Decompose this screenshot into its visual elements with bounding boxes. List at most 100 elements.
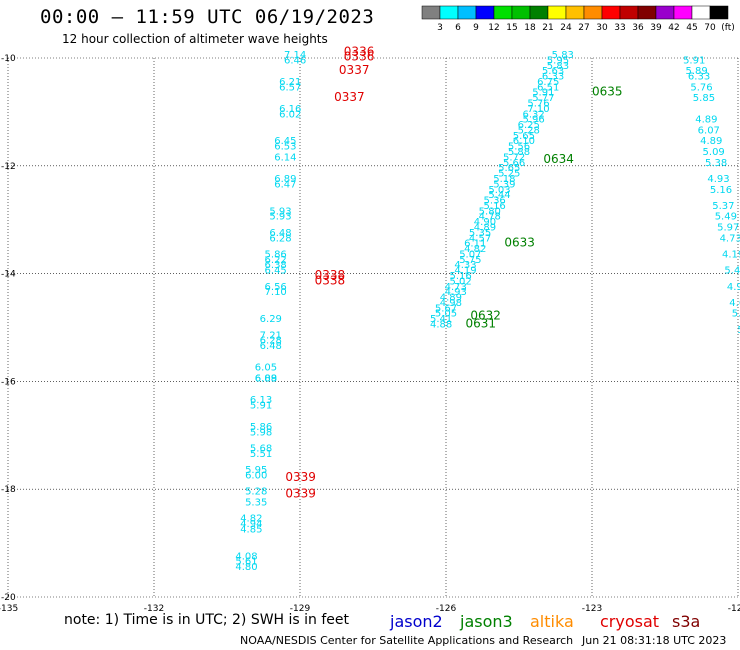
lon-tick-label: -129 bbox=[290, 604, 311, 614]
swh-value: 5.49 bbox=[715, 212, 737, 223]
swh-value: 5.91 bbox=[683, 55, 705, 66]
swh-value: 5.25 bbox=[498, 169, 520, 180]
swh-value: 6.89 bbox=[274, 174, 296, 185]
swh-value: 4.57 bbox=[469, 233, 491, 244]
swh-value: 6.14 bbox=[274, 152, 296, 163]
colorbar-label: 45 bbox=[686, 23, 697, 33]
swh-value: 5.16 bbox=[484, 201, 506, 212]
swh-value: 5.02 bbox=[449, 276, 471, 287]
swh-value: 6.05 bbox=[255, 363, 277, 374]
swh-value: 4.93 bbox=[707, 174, 729, 185]
colorbar-swatch bbox=[565, 5, 585, 20]
colorbar-swatch bbox=[655, 5, 675, 20]
swh-value: 6.33 bbox=[542, 72, 564, 83]
swh-value: 5.54 bbox=[732, 309, 740, 320]
swh-value: 4.33 bbox=[454, 260, 476, 271]
swh-value: 5.35 bbox=[245, 497, 267, 508]
swh-value: 6.45 bbox=[265, 266, 287, 277]
swh-value: 4.78 bbox=[479, 212, 501, 223]
swh-value: 6.10 bbox=[513, 136, 535, 147]
swh-value: 5.77 bbox=[532, 93, 554, 104]
timestamp: Jun 21 08:31:18 UTC 2023 bbox=[582, 634, 727, 647]
swh-value: 6.45 bbox=[274, 136, 296, 147]
swh-value: 4.08 bbox=[235, 551, 257, 562]
swh-value: 5.16 bbox=[449, 271, 471, 282]
swh-value: 4.19 bbox=[454, 266, 476, 277]
swh-value: 5.93 bbox=[269, 212, 291, 223]
colorbar-label: 6 bbox=[455, 23, 461, 33]
credit-text: NOAA/NESDIS Center for Satellite Applica… bbox=[240, 634, 574, 647]
colorbar-swatch bbox=[709, 5, 729, 20]
lat-tick-label: -10 bbox=[1, 54, 16, 64]
swh-value: 6.09 bbox=[255, 373, 277, 384]
legend-jason3: jason3 bbox=[460, 612, 513, 631]
colorbar-swatch bbox=[475, 5, 495, 20]
legend-jason2: jason2 bbox=[390, 612, 443, 631]
swh-value: 5.2 bbox=[737, 325, 740, 336]
colorbar-swatch bbox=[439, 5, 459, 20]
swh-value: 6.32 bbox=[522, 109, 544, 120]
swh-value: 4.85 bbox=[240, 524, 262, 535]
colorbar-swatch bbox=[583, 5, 603, 20]
colorbar-label: 30 bbox=[596, 23, 608, 33]
swh-value: 5.66 bbox=[503, 158, 525, 169]
lon-tick-label: -126 bbox=[436, 604, 457, 614]
colorbar-label: 70 bbox=[704, 23, 716, 33]
time-label: 0339 bbox=[285, 470, 316, 484]
swh-value: 4.98 bbox=[440, 298, 462, 309]
swh-value: 5.76 bbox=[690, 82, 712, 93]
colorbar-swatch bbox=[421, 5, 441, 20]
colorbar-swatch bbox=[619, 5, 639, 20]
swh-value: 5.37 bbox=[712, 201, 734, 212]
swh-value: 6.22 bbox=[265, 255, 287, 266]
swh-value: 6.48 bbox=[269, 228, 291, 239]
swh-value: 5.72 bbox=[503, 152, 525, 163]
swh-value: 5.16 bbox=[710, 185, 732, 196]
swh-value: 5.05 bbox=[435, 309, 457, 320]
swh-value: 5.97 bbox=[717, 222, 739, 233]
swh-value: 6.46 bbox=[284, 55, 306, 66]
time-label: 0633 bbox=[504, 236, 535, 250]
swh-value: 5.47 bbox=[724, 266, 740, 277]
time-label: 0337 bbox=[334, 90, 365, 104]
swh-tracks: 7.146.466.216.576.166.026.456.536.146.89… bbox=[235, 44, 740, 573]
swh-value: 4.89 bbox=[700, 136, 722, 147]
colorbar-swatch bbox=[673, 5, 693, 20]
map-title: 00:00 – 11:59 UTC 06/19/2023 bbox=[40, 6, 375, 28]
swh-value: 5.68 bbox=[250, 443, 272, 454]
swh-value: 5.18 bbox=[493, 174, 515, 185]
swh-value: 5.41 bbox=[430, 314, 452, 325]
swh-value: 4.80 bbox=[235, 562, 257, 573]
swh-value: 4.64 bbox=[729, 298, 740, 309]
swh-value: 4.94 bbox=[240, 519, 262, 530]
colorbar-swatch bbox=[457, 5, 477, 20]
legend-s3a: s3a bbox=[672, 612, 701, 631]
swh-value: 6.75 bbox=[537, 77, 559, 88]
colorbar-label: 12 bbox=[488, 23, 499, 33]
swh-value: 5.39 bbox=[493, 179, 515, 190]
colorbar-swatch bbox=[493, 5, 513, 20]
swh-value: 4.89 bbox=[440, 293, 462, 304]
lat-tick-label: -14 bbox=[1, 270, 16, 280]
swh-value: 7.10 bbox=[527, 104, 549, 115]
swh-value: 4.92 bbox=[727, 282, 740, 293]
swh-value: 5.65 bbox=[513, 131, 535, 142]
colorbar-swatch bbox=[601, 5, 621, 20]
lat-tick-label: -12 bbox=[1, 162, 16, 172]
swh-value: 6.28 bbox=[269, 233, 291, 244]
swh-value: 6.33 bbox=[688, 72, 710, 83]
swh-value: 6.16 bbox=[279, 104, 301, 115]
lon-tick-label: -120 bbox=[728, 604, 740, 614]
time-label: 0339 bbox=[285, 486, 316, 500]
swh-value: 5.83 bbox=[547, 61, 569, 72]
swh-value: 4.19 bbox=[722, 249, 740, 260]
swh-value: 5.95 bbox=[547, 55, 569, 66]
swh-value: 5.28 bbox=[518, 125, 540, 136]
swh-value: 5.03 bbox=[488, 185, 510, 196]
swh-value: 5.63 bbox=[542, 66, 564, 77]
colorbar-label: 15 bbox=[506, 23, 517, 33]
lon-tick-label: -132 bbox=[144, 604, 164, 614]
swh-value: 5.86 bbox=[250, 422, 272, 433]
colorbar-label: 18 bbox=[524, 23, 536, 33]
swh-value: 7.10 bbox=[265, 287, 287, 298]
